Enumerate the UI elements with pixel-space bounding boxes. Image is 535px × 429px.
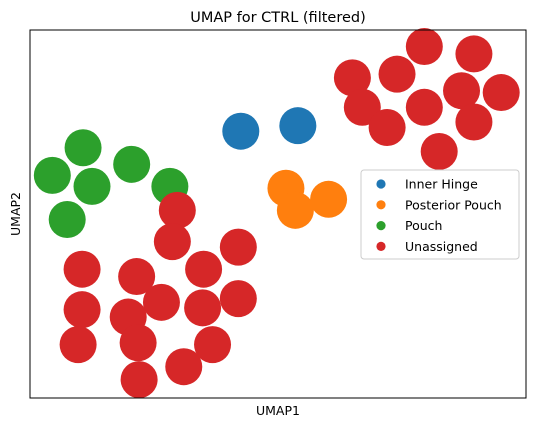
point-posterior-pouch-2 [276, 191, 314, 229]
point-unassigned-3 [333, 59, 371, 97]
point-unassigned-25 [194, 326, 232, 364]
point-pouch-4 [73, 167, 111, 205]
point-inner-hinge-2 [279, 107, 317, 145]
series-posterior-pouch [267, 169, 348, 229]
point-unassigned-9 [368, 109, 406, 147]
legend-label-inner-hinge: Inner Hinge [405, 177, 478, 192]
point-unassigned-12 [158, 191, 196, 229]
point-unassigned-2 [455, 35, 493, 73]
point-unassigned-19 [63, 291, 101, 329]
point-pouch-6 [48, 201, 86, 239]
point-unassigned-10 [455, 103, 493, 141]
series-unassigned [59, 28, 520, 399]
point-inner-hinge-1 [222, 112, 260, 150]
legend-label-posterior-pouch: Posterior Pouch [405, 197, 502, 212]
point-unassigned-11 [420, 132, 458, 170]
point-unassigned-18 [142, 283, 180, 321]
point-pouch-2 [113, 145, 151, 183]
point-posterior-pouch-3 [310, 180, 348, 218]
point-unassigned-21 [184, 289, 222, 327]
legend-marker-posterior-pouch [376, 200, 386, 210]
y-axis-label: UMAP2 [8, 192, 23, 236]
point-unassigned-4 [378, 55, 416, 93]
point-unassigned-1 [405, 28, 443, 66]
point-unassigned-22 [219, 280, 257, 318]
point-unassigned-13 [153, 223, 191, 261]
point-unassigned-6 [482, 74, 520, 112]
plot-area-frame [29, 29, 527, 399]
points-layer [33, 28, 520, 399]
x-axis-label: UMAP1 [256, 403, 300, 418]
point-unassigned-24 [59, 326, 97, 364]
legend-marker-unassigned [376, 241, 386, 251]
legend: Inner Hinge Posterior Pouch Pouch Unassigne… [360, 169, 520, 260]
legend-label-pouch: Pouch [405, 218, 442, 233]
point-unassigned-17 [185, 250, 223, 288]
point-unassigned-7 [343, 88, 381, 126]
legend-label-unassigned: Unassigned [405, 239, 478, 254]
point-unassigned-5 [443, 72, 481, 110]
point-unassigned-15 [63, 250, 101, 288]
point-pouch-1 [64, 129, 102, 167]
legend-marker-pouch [376, 221, 386, 231]
legend-marker-inner-hinge [376, 179, 386, 189]
point-unassigned-26 [165, 348, 203, 386]
point-pouch-3 [33, 156, 71, 194]
point-unassigned-23 [119, 324, 157, 362]
point-unassigned-27 [120, 361, 158, 399]
series-inner-hinge [222, 107, 317, 150]
point-unassigned-14 [219, 228, 257, 266]
point-unassigned-16 [118, 258, 156, 296]
chart-title: UMAP for CTRL (filtered) [190, 10, 366, 26]
legend-box [360, 169, 520, 260]
point-unassigned-8 [405, 88, 443, 126]
